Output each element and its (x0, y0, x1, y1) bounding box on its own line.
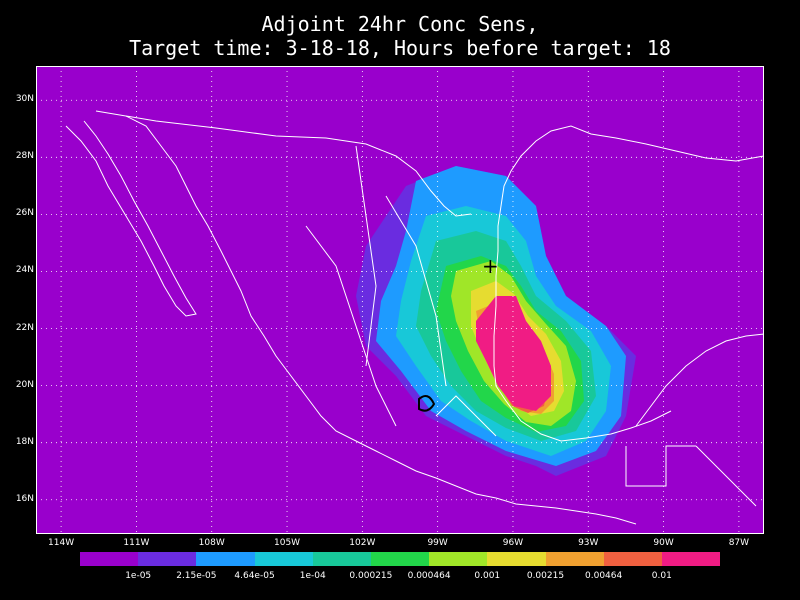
colorbar-swatch (487, 552, 546, 566)
colorbar-label: 0.00464 (585, 571, 623, 581)
lon-label: 102W (349, 538, 376, 548)
us-mexico-border (95, 110, 472, 217)
colorbar-label: 0.000464 (407, 571, 451, 581)
colorbar-swatch (661, 552, 721, 566)
lat-label: 20N (15, 379, 34, 390)
colorbar-label: 2.15e-05 (176, 571, 217, 581)
lat-label: 18N (15, 436, 34, 447)
colorbar-label: 0.001 (474, 571, 501, 581)
colorbar (80, 552, 721, 566)
lat-label: 22N (15, 322, 34, 333)
sensitivity-field (356, 166, 636, 476)
central-america-border (695, 445, 757, 507)
title-line-1: Adjoint 24hr Conc Sens, (261, 12, 539, 36)
state-border-c (305, 225, 397, 427)
lon-label: 108W (198, 538, 225, 548)
yucatan-coast (635, 333, 764, 427)
lat-lon-gridlines (36, 66, 764, 534)
colorbar-swatch (429, 552, 488, 566)
map-border (36, 66, 764, 534)
state-border-d (435, 395, 497, 437)
colorbar-swatch (312, 552, 371, 566)
lon-label: 93W (578, 538, 599, 548)
title-line-2: Target time: 3-18-18, Hours before targe… (129, 36, 671, 60)
lon-label: 114W (48, 538, 75, 548)
colorbar-swatch (545, 552, 604, 566)
colorbar-label: 4.64e-05 (234, 571, 275, 581)
lon-label: 96W (502, 538, 524, 548)
coastlines-and-borders (65, 110, 764, 525)
colorbar-swatch (603, 552, 662, 566)
lat-label: 24N (15, 265, 34, 276)
colorbar-swatch (196, 552, 255, 566)
lat-label: 26N (15, 208, 34, 219)
lon-label: 105W (273, 538, 301, 548)
lon-label: 111W (123, 538, 150, 548)
colorbar-label: 1e-05 (125, 571, 152, 581)
baja-california-coast (65, 120, 197, 317)
target-marker: + (482, 254, 499, 278)
colorbar-label: 0.00215 (526, 571, 565, 581)
lon-label: 87W (728, 538, 750, 548)
state-border-b (385, 195, 447, 387)
colorbar-swatch (370, 552, 430, 566)
state-border-a (355, 145, 377, 367)
colorbar-swatch (138, 552, 197, 566)
colorbar-swatch (80, 552, 139, 566)
lat-label: 16N (15, 493, 34, 504)
lat-label: 28N (15, 151, 34, 162)
lon-label: 90W (653, 538, 674, 548)
lat-label: 30N (15, 94, 34, 105)
sensitivity-contour-outline (418, 394, 436, 412)
colorbar-swatch (254, 552, 313, 566)
colorbar-label: 0.01 (651, 571, 672, 581)
guatemala-border (625, 445, 696, 487)
mexico-pacific-coast (125, 115, 637, 525)
gulf-of-mexico-coast (493, 125, 764, 442)
colorbar-label: 0.000215 (349, 571, 393, 581)
colorbar-label: 1e-04 (299, 571, 326, 581)
lon-label: 99W (427, 538, 448, 548)
target-marker-layer: + (482, 254, 499, 278)
map-frame: + (36, 66, 764, 534)
map-canvas: + (36, 66, 764, 534)
